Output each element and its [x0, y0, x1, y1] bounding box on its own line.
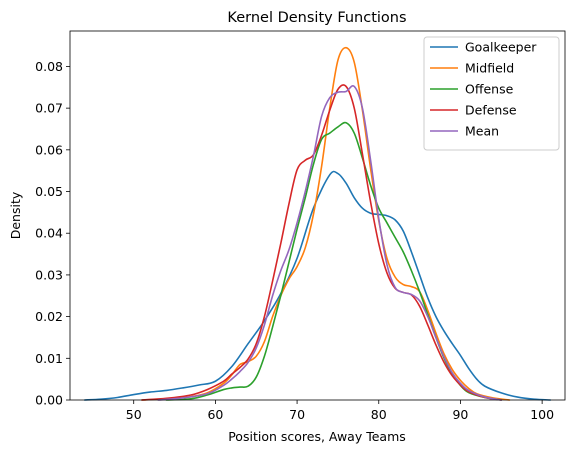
- y-tick-label: 0.02: [35, 309, 63, 324]
- chart-title: Kernel Density Functions: [227, 10, 406, 26]
- legend-label-offense: Offense: [465, 82, 514, 97]
- y-axis-label: Density: [8, 191, 23, 239]
- legend: Goalkeeper Midfield Offense Defense Mean: [423, 36, 560, 151]
- y-axis: 0.00 0.01 0.02 0.03 0.04 0.05 0.06 0.07 0.08: [35, 59, 70, 408]
- x-tick-label: 80: [371, 407, 387, 422]
- y-tick-label: 0.04: [35, 226, 63, 241]
- series-line-goalkeeper: [83, 170, 552, 401]
- legend-label-mean: Mean: [465, 124, 499, 139]
- series-line-midfield: [141, 46, 511, 401]
- series-layer: [83, 46, 552, 401]
- x-tick-label: 60: [207, 407, 223, 422]
- series-line-mean: [157, 85, 503, 401]
- x-axis-label: Position scores, Away Teams: [228, 429, 406, 444]
- legend-label-defense: Defense: [465, 103, 517, 118]
- y-tick-label: 0.07: [35, 101, 63, 116]
- x-tick-label: 50: [126, 407, 142, 422]
- x-axis: 50 60 70 80 90 100: [126, 400, 554, 422]
- x-tick-label: 70: [289, 407, 305, 422]
- y-tick-label: 0.00: [35, 393, 63, 408]
- plot-frame: [69, 30, 566, 401]
- legend-label-midfield: Midfield: [465, 61, 514, 76]
- y-tick-label: 0.01: [35, 351, 63, 366]
- y-tick-label: 0.08: [35, 59, 63, 74]
- y-tick-label: 0.06: [35, 142, 63, 157]
- legend-box: [423, 36, 560, 151]
- x-tick-label: 90: [452, 407, 468, 422]
- y-tick-label: 0.03: [35, 267, 63, 282]
- y-tick-label: 0.05: [35, 184, 63, 199]
- legend-label-goalkeeper: Goalkeeper: [465, 40, 537, 55]
- x-tick-label: 100: [530, 407, 554, 422]
- series-line-defense: [141, 84, 503, 401]
